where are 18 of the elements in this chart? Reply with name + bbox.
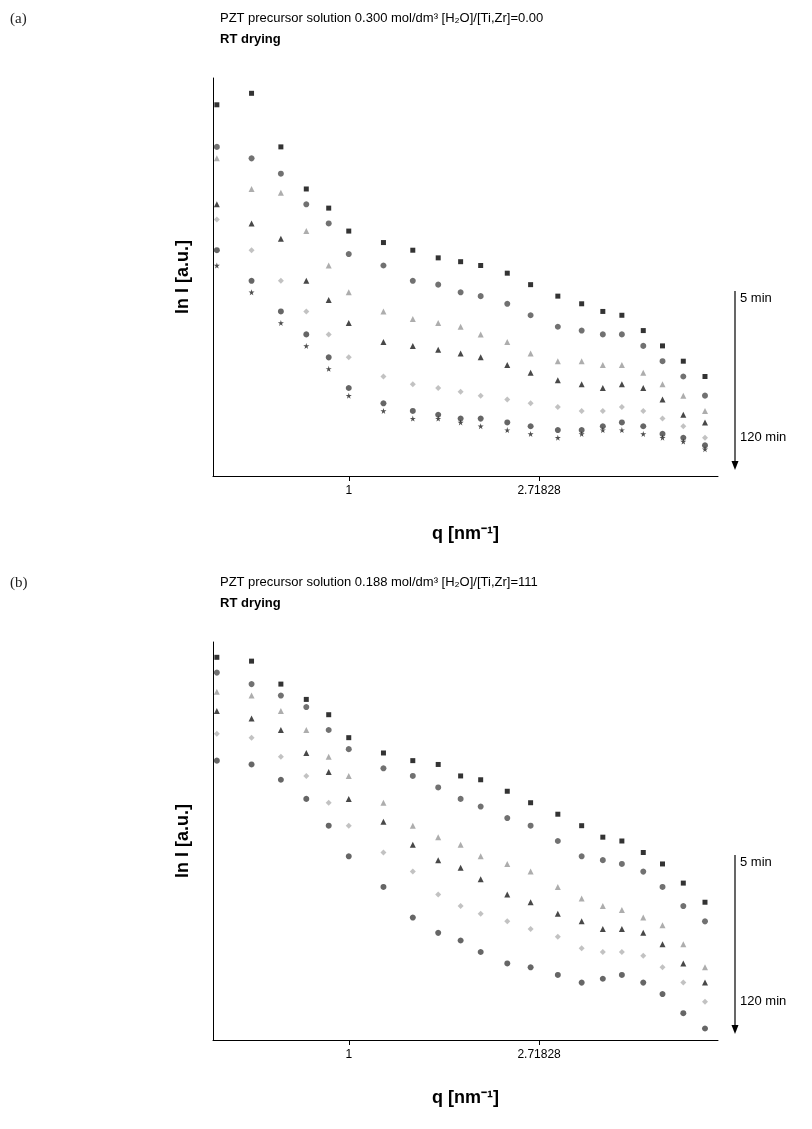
x-tick-label: 2.71828 (517, 1047, 562, 1061)
text: 120 min (740, 993, 787, 1009)
y-axis-title: ln I [a.u.] (172, 240, 192, 314)
text: (b) (10, 573, 28, 591)
chart-subtitle: RT drying (220, 595, 281, 610)
x-axis-title: q [nm⁻¹] (432, 523, 499, 543)
text: 5 min (740, 853, 772, 869)
chart-title: PZT precursor solution 0.300 mol/dm³ [H₂O]/[Ti,Zr]=0.00 (220, 10, 544, 25)
chart-subtitle: RT drying (220, 31, 281, 46)
x-tick-label: 1 (345, 1047, 353, 1061)
x-axis-title: q [nm⁻¹] (432, 1087, 499, 1107)
text: 120 min (740, 429, 787, 445)
text: (a) (10, 9, 27, 27)
text: 5 min (740, 289, 772, 305)
chart-title: PZT precursor solution 0.188 mol/dm³ [H₂O]/[Ti,Zr]=111 (220, 574, 538, 589)
x-tick-label: 1 (345, 483, 353, 497)
y-axis-title: ln I [a.u.] (172, 804, 192, 878)
x-tick-label: 2.71828 (517, 483, 562, 497)
